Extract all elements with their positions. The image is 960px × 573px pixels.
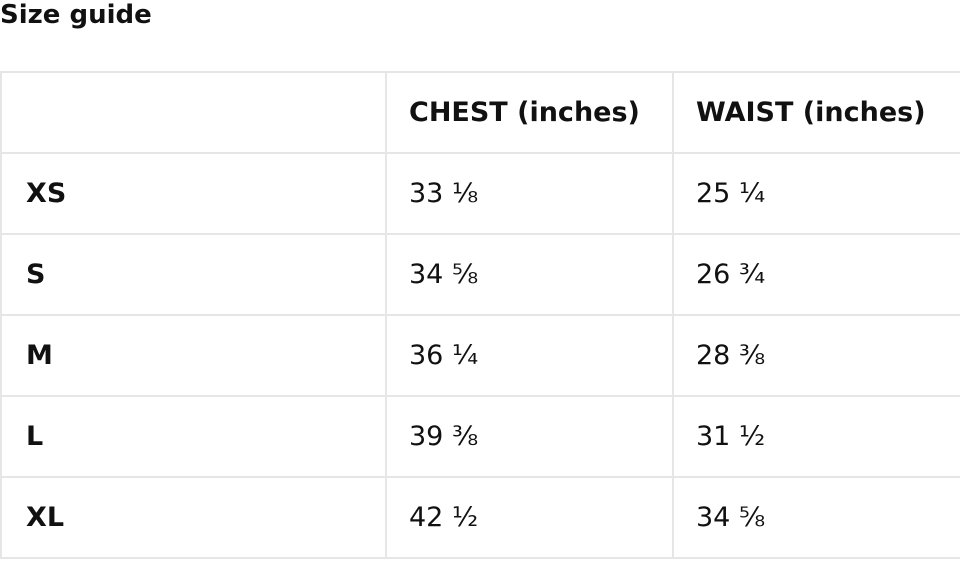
size-guide-table: CHEST (inches) WAIST (inches) XS 33 ⅛ 25… (0, 71, 960, 559)
chest-cell: 33 ⅛ (385, 152, 674, 235)
waist-cell: 34 ⅝ (672, 476, 960, 559)
chest-cell: 36 ¼ (385, 314, 674, 397)
size-cell: L (0, 395, 387, 478)
table-row: XL 42 ½ 34 ⅝ (0, 476, 960, 559)
waist-cell: 31 ½ (672, 395, 960, 478)
table-row: M 36 ¼ 28 ⅜ (0, 314, 960, 397)
chest-cell: 34 ⅝ (385, 233, 674, 316)
table-row: L 39 ⅜ 31 ½ (0, 395, 960, 478)
table-row: S 34 ⅝ 26 ¾ (0, 233, 960, 316)
header-chest: CHEST (inches) (385, 71, 674, 154)
chest-cell: 42 ½ (385, 476, 674, 559)
chest-cell: 39 ⅜ (385, 395, 674, 478)
table-header-row: CHEST (inches) WAIST (inches) (0, 71, 960, 154)
size-cell: XS (0, 152, 387, 235)
header-size (0, 71, 387, 154)
size-cell: M (0, 314, 387, 397)
size-cell: S (0, 233, 387, 316)
waist-cell: 28 ⅜ (672, 314, 960, 397)
size-cell: XL (0, 476, 387, 559)
waist-cell: 25 ¼ (672, 152, 960, 235)
table-row: XS 33 ⅛ 25 ¼ (0, 152, 960, 235)
page-title: Size guide (0, 0, 152, 30)
header-waist: WAIST (inches) (672, 71, 960, 154)
waist-cell: 26 ¾ (672, 233, 960, 316)
